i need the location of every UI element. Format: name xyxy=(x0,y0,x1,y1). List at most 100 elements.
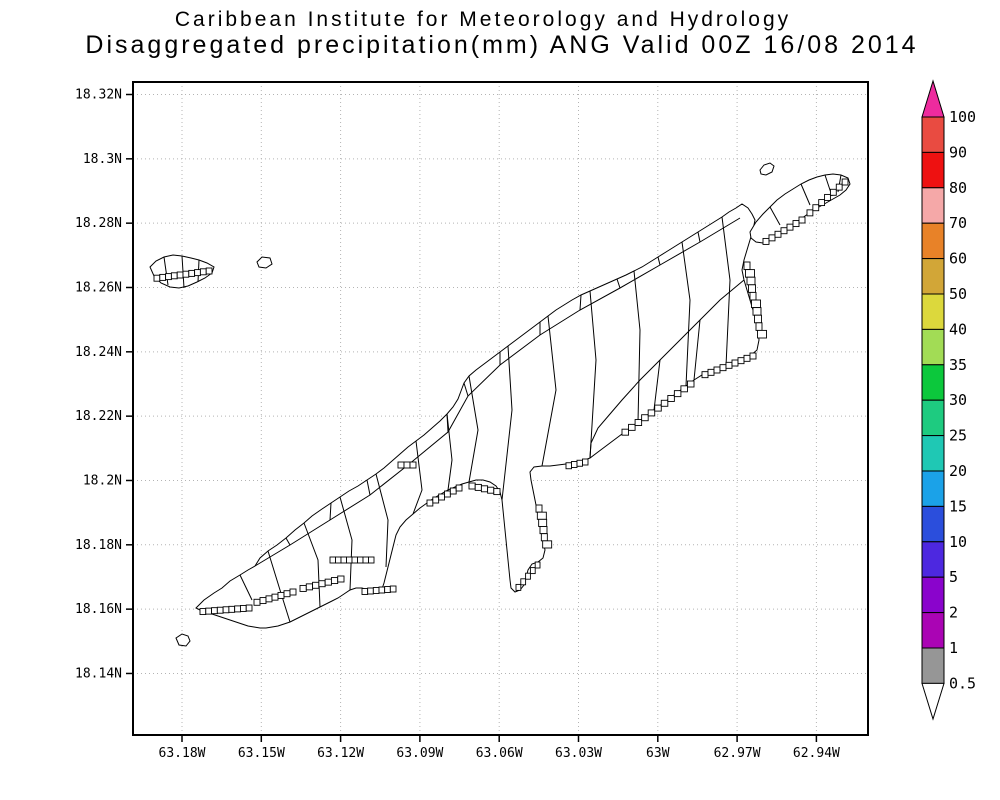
coastal-grid-cell xyxy=(792,220,800,228)
basin-boundary-line xyxy=(366,479,371,496)
coastal-grid-cell xyxy=(432,496,440,504)
coastal-grid-cell xyxy=(205,607,213,615)
coastal-grid-cell xyxy=(176,271,184,279)
coastal-grid-cell xyxy=(719,364,727,372)
coastal-grid-cell xyxy=(234,605,241,613)
coastal-grid-cell xyxy=(536,511,547,520)
coastal-grid-cell xyxy=(455,484,463,492)
basin-boundary-line xyxy=(446,413,449,433)
coastal-grid-cell xyxy=(438,493,445,501)
coastal-grid-cell xyxy=(277,591,285,599)
lat-tick-label: 18.22N xyxy=(75,409,122,424)
colorbar-band xyxy=(921,364,945,401)
coastal-grid-cell xyxy=(271,593,279,601)
coastal-grid-cell xyxy=(449,487,457,495)
colorbar-level-label: 35 xyxy=(949,356,967,374)
coastal-grid-cell xyxy=(540,533,548,542)
lon-tick-label: 63.09W xyxy=(396,746,443,761)
map-frame xyxy=(132,81,869,736)
coastal-grid-cell xyxy=(713,366,721,374)
coastal-grid-cell xyxy=(680,385,688,393)
coastal-grid-cell xyxy=(199,268,207,276)
basin-boundary-line xyxy=(697,231,701,243)
colorbar-level-label: 20 xyxy=(949,462,967,480)
coastal-grid-cell xyxy=(305,583,314,591)
basin-boundary-line xyxy=(541,315,557,467)
coastal-grid-cell xyxy=(283,590,291,598)
coastal-grid-cell xyxy=(746,276,756,286)
coastal-grid-cell xyxy=(337,575,345,583)
coastal-grid-cell xyxy=(335,556,342,564)
coastal-grid-cell xyxy=(199,608,207,616)
colorbar-band xyxy=(921,647,945,684)
colorbar-band xyxy=(921,293,945,330)
basin-boundary-line xyxy=(329,502,332,521)
coastal-grid-cell xyxy=(754,314,762,324)
coastal-grid-cell xyxy=(493,488,501,496)
coastal-grid-cell xyxy=(170,272,178,280)
colorbar-band xyxy=(921,470,945,507)
coastal-grid-cell xyxy=(687,380,695,388)
colorbar-band xyxy=(921,222,945,260)
colorbar-level-label: 1 xyxy=(949,639,958,657)
lon-tick-label: 63.15W xyxy=(238,746,285,761)
basin-boundary-line xyxy=(163,256,169,286)
coastal-grid-cell xyxy=(299,584,307,592)
colorbar-over-arrow xyxy=(921,79,945,118)
coastal-grid-cell xyxy=(731,359,739,367)
basin-boundary-line xyxy=(285,537,291,546)
coastal-grid-cell xyxy=(667,395,675,402)
coastal-grid-cell xyxy=(749,291,757,301)
coastal-grid-cell xyxy=(487,486,495,494)
coastal-grid-cell xyxy=(538,518,548,527)
coastal-grid-cell xyxy=(357,556,364,564)
basin-boundary-line xyxy=(239,574,253,601)
coastal-grid-cell xyxy=(539,526,548,535)
basin-boundary-line xyxy=(657,256,661,266)
basin-boundary-line xyxy=(303,522,321,608)
chart-subtitle: Disaggregated precipitation(mm) ANG Vali… xyxy=(85,31,918,59)
coastal-grid-cell xyxy=(786,223,794,231)
colorbar-level-label: 50 xyxy=(949,285,967,303)
colorbar-band xyxy=(921,258,945,295)
coastal-grid-cell xyxy=(361,588,369,595)
coastal-grid-cell xyxy=(529,567,536,575)
axis-ticks-and-labels: 63.18W 63.15W 63.12W 63.09W 63.06W 63.03W 63W 6… xyxy=(75,88,840,762)
coastal-grid-cell xyxy=(222,606,230,614)
coastal-grid-cell xyxy=(660,399,669,407)
coastal-grid-cell xyxy=(748,284,756,293)
coastal-grid-cell xyxy=(474,483,482,491)
coastal-grid-cell xyxy=(737,357,745,365)
coastal-grid-cell xyxy=(628,423,636,431)
coastal-grid-cell xyxy=(725,361,733,369)
coastal-grid-cell xyxy=(216,606,224,614)
coastal-grid-cell xyxy=(634,419,643,426)
lat-tick-label: 18.26N xyxy=(75,280,122,295)
colorbar-band xyxy=(921,116,945,153)
lat-tick-label: 18.18N xyxy=(75,538,122,553)
coastal-grid-cell xyxy=(749,352,757,360)
colorbar-level-label: 60 xyxy=(949,250,967,268)
coastal-grid-cell xyxy=(211,607,218,615)
coastal-grid-cell xyxy=(757,329,767,339)
coastal-grid-cell xyxy=(673,390,682,398)
coastal-grid-cell xyxy=(621,428,629,436)
coastal-grid-cell xyxy=(542,540,553,549)
basin-boundary-line xyxy=(653,359,661,411)
coastal-grid-cell xyxy=(520,578,527,586)
basin-boundary-line xyxy=(721,216,731,367)
coastal-grid-cell xyxy=(751,299,761,309)
basin-boundary-line xyxy=(616,278,621,289)
colorbar-level-label: 10 xyxy=(949,533,967,551)
coastal-grid-cell xyxy=(389,585,397,593)
colorbar-band xyxy=(921,151,945,189)
coastal-grid-cell xyxy=(330,577,339,585)
coastal-grid-cell xyxy=(245,604,253,612)
colorbar-level-label: 2 xyxy=(949,604,958,622)
coastal-grid-cell xyxy=(265,595,273,603)
coastal-grid-cell xyxy=(324,578,332,586)
coastal-grid-cell xyxy=(768,234,776,242)
coastal-grid-cell xyxy=(480,485,489,493)
coastal-grid-cell xyxy=(582,458,589,466)
